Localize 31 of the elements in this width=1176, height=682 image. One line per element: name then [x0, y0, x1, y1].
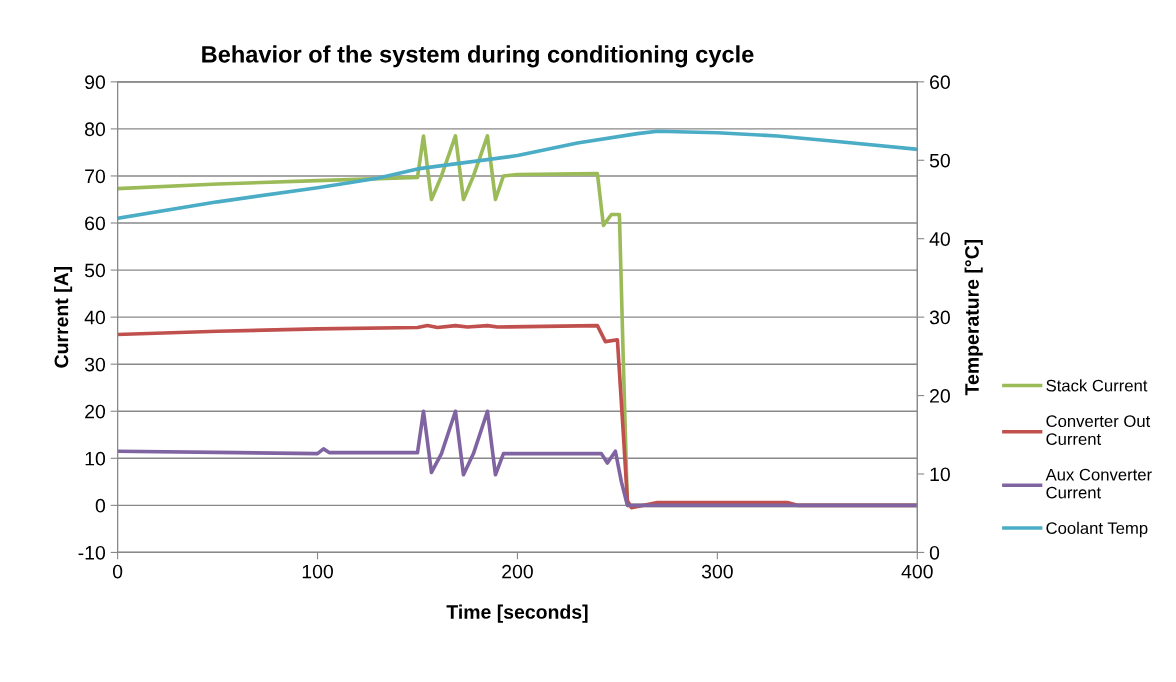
legend-label: Coolant Temp [1046, 521, 1148, 538]
y-tick-label: 50 [84, 263, 106, 278]
x-tick-label: 400 [901, 564, 933, 579]
y-tick-label: 60 [85, 216, 106, 231]
x-tick-label: 200 [502, 564, 533, 579]
y2-tick-label: 0 [929, 545, 940, 560]
x-tick-label: 0 [112, 564, 123, 579]
x-tick-label: 300 [701, 564, 733, 579]
y2-tick-label: 40 [929, 232, 950, 246]
legend-label: Aux Converter Current [1045, 468, 1152, 499]
y2-tick-label: 30 [929, 310, 950, 325]
y-tick-label: 10 [85, 451, 106, 466]
y-tick-label: 20 [85, 404, 106, 419]
legend-label: Converter Out Current [1046, 415, 1151, 446]
y2-tick-label: 60 [930, 75, 950, 90]
y2-tick-label: 50 [929, 153, 950, 168]
y-tick-label: 90 [85, 75, 106, 90]
y-tick-label: 70 [85, 169, 106, 184]
chart-title: Behavior of the system during conditioning cycle [202, 45, 754, 68]
y-tick-label: 0 [95, 498, 106, 513]
y2-tick-label: 20 [930, 389, 950, 403]
x-axis-title: Time [seconds] [446, 604, 588, 623]
y2-tick-label: 10 [930, 467, 950, 482]
y-tick-label: 40 [84, 310, 106, 325]
y-tick-label: 80 [85, 122, 106, 137]
y2-axis-title: Temperature [°C] [964, 239, 983, 396]
y-tick-label: -10 [78, 545, 106, 560]
y-axis-title: Current [A] [54, 266, 73, 368]
x-tick-label: 100 [302, 564, 333, 579]
y-tick-label: 30 [84, 357, 106, 372]
legend-label: Stack Current [1046, 379, 1148, 392]
